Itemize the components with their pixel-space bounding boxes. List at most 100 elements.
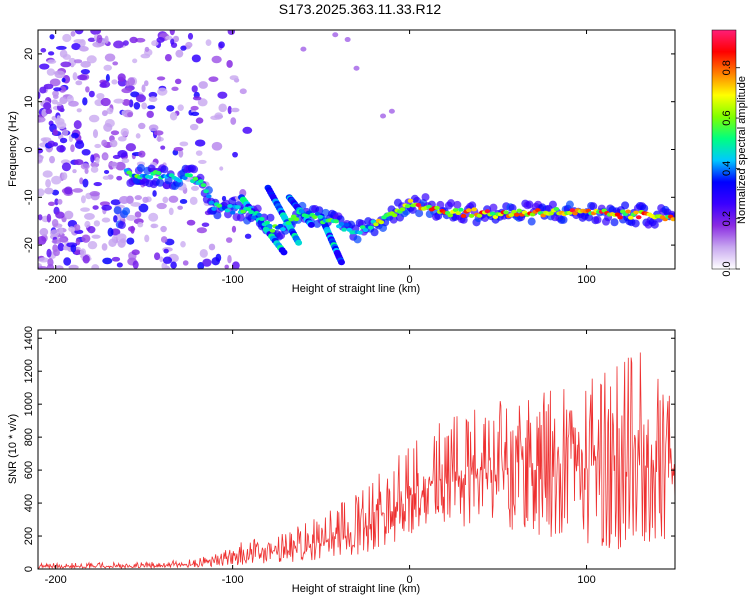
noise-blob (127, 77, 136, 86)
noise-blob (133, 101, 141, 110)
ridge-halo (389, 215, 398, 224)
ridge-core (471, 207, 477, 212)
ridge-core (187, 173, 193, 178)
noise-blob (59, 49, 68, 58)
noise-blob (101, 217, 111, 223)
noise-blob (103, 123, 113, 132)
ridge-halo (593, 215, 602, 224)
ridge-core (293, 217, 300, 222)
noise-blob (49, 78, 61, 87)
ridge-core (224, 208, 231, 213)
ridge-core (251, 215, 257, 220)
noise-blob (94, 143, 102, 149)
noise-blob (119, 196, 130, 204)
noise-blob (129, 36, 138, 44)
noise-blob (101, 204, 112, 211)
noise-blob (144, 80, 149, 87)
noise-blob (148, 124, 159, 132)
ridge-halo (650, 220, 659, 229)
noise-blob (68, 100, 79, 107)
noise-blob (201, 222, 210, 227)
noise-blob (159, 256, 164, 263)
ridge-halo (122, 207, 131, 216)
ridge-core (227, 203, 233, 208)
noise-blob (64, 186, 73, 195)
noise-blob (332, 32, 339, 38)
noise-blob (116, 175, 123, 181)
ridge-core (625, 209, 631, 214)
ridge-streak (280, 249, 288, 256)
ridge-streak (295, 239, 303, 246)
noise-blob (157, 135, 162, 142)
noise-blob (165, 35, 173, 40)
ridge-halo (585, 213, 594, 222)
noise-blob (182, 260, 189, 266)
noise-blob (380, 113, 387, 119)
noise-blob (142, 196, 149, 203)
noise-blob (70, 30, 76, 37)
noise-blob (104, 53, 116, 62)
snr-panel: -200 -100 0 100 0 200 400 600 800 1000 1200 1400 H… (7, 326, 676, 595)
ridge-core (627, 215, 634, 220)
colorbar-ticks: 0.0 0.2 0.4 0.6 0.8 (721, 60, 740, 277)
ridge-core (248, 210, 255, 215)
noise-blob (45, 108, 53, 114)
noise-blob (76, 108, 82, 113)
noise-blob (103, 169, 110, 175)
noise-blob (108, 161, 118, 167)
ridge-core (513, 212, 520, 217)
noise-blob (227, 255, 232, 264)
y-tick-label: 1200 (23, 359, 35, 383)
noise-blob (166, 105, 175, 112)
noise-blob (71, 43, 81, 51)
noise-blob (174, 78, 182, 85)
noise-blob (105, 74, 110, 82)
noise-blob (177, 205, 183, 210)
colorbar-tick-label: 0.0 (721, 261, 733, 276)
noise-blob (192, 96, 202, 101)
noise-blob (208, 243, 216, 251)
snr-series-line (38, 352, 675, 569)
y-tick-label: 400 (23, 494, 35, 512)
ridge-core (285, 221, 292, 226)
ridge-core (229, 210, 236, 215)
x-tick-label: 0 (407, 274, 413, 286)
ridge-core (362, 228, 369, 233)
noise-blob (122, 98, 131, 106)
ridge-core (266, 223, 273, 228)
noise-blob (169, 112, 178, 121)
noise-blob (80, 163, 90, 170)
noise-blob (225, 237, 233, 243)
noise-blob (144, 46, 150, 52)
ridge-core (476, 213, 483, 218)
noise-blob (58, 85, 67, 93)
snr-y-label: SNR (10 * v/v) (7, 414, 19, 484)
noise-blob (101, 110, 108, 117)
noise-blob (172, 35, 180, 43)
noise-blob (218, 41, 225, 49)
noise-blob (88, 114, 100, 123)
noise-blob (121, 87, 133, 94)
noise-blob (180, 241, 186, 248)
noise-blob (154, 252, 161, 261)
noise-blob (117, 73, 126, 82)
noise-blob (51, 218, 59, 228)
spectrogram-blobs (38, 30, 675, 269)
ridge-halo (548, 200, 557, 209)
noise-blob (59, 96, 68, 105)
noise-blob (38, 214, 43, 221)
ridge-core (259, 216, 265, 221)
noise-blob (132, 260, 139, 269)
noise-blob (224, 264, 229, 269)
noise-blob (73, 120, 82, 130)
noise-blob (156, 36, 165, 43)
noise-blob (231, 225, 237, 233)
noise-blob (38, 118, 42, 123)
ridge-core (155, 170, 162, 175)
noise-blob (180, 45, 187, 51)
ridge-core (670, 217, 675, 222)
noise-blob (227, 105, 232, 115)
noise-blob (110, 199, 121, 206)
noise-blob (160, 236, 168, 243)
